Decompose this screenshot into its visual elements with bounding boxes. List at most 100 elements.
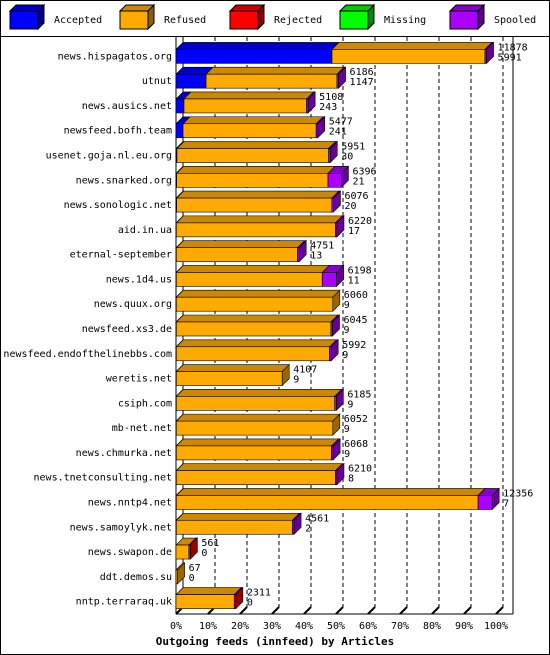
bar-label: 2311 xyxy=(247,588,271,599)
bar-top xyxy=(175,339,338,348)
bar-segment xyxy=(176,272,323,287)
legend-swatch xyxy=(229,10,259,30)
legend-label: Missing xyxy=(384,15,426,26)
bar-segment xyxy=(331,49,486,64)
bar-label: 6198 xyxy=(348,265,372,276)
y-tick-label: newsfeed.xs3.de xyxy=(82,324,172,335)
y-tick-label: news.chmurka.net xyxy=(76,448,172,459)
bar-side xyxy=(338,66,346,89)
y-tick-label: utnut xyxy=(142,76,172,87)
legend-swatch xyxy=(449,10,479,30)
y-tick-label: csiph.com xyxy=(118,398,172,409)
bar-label: 6076 xyxy=(344,191,368,202)
bar-top xyxy=(182,116,324,125)
bar-label: 6052 xyxy=(344,414,368,425)
bar-label: 0 xyxy=(189,573,195,584)
bar-label: 11878 xyxy=(498,42,528,53)
bar-segment xyxy=(176,396,336,411)
bar-label: 5951 xyxy=(341,142,365,153)
bar-label: 13 xyxy=(310,251,322,262)
y-tick-label: newsfeed.endofthelinebbs.com xyxy=(3,349,172,360)
bar-segment xyxy=(176,495,479,510)
bar-top xyxy=(183,91,315,100)
bar-segment xyxy=(175,123,184,139)
bar-segment xyxy=(176,321,332,337)
bar-top xyxy=(175,166,336,174)
bar-side xyxy=(190,537,198,560)
bar-label: 20 xyxy=(344,201,356,212)
bar-label: 5992 xyxy=(342,340,366,351)
y-tick-label: mb-net.net xyxy=(112,423,172,434)
bar-label: 9 xyxy=(344,424,350,435)
bar-label: 4561 xyxy=(305,513,329,524)
bar-label: 5477 xyxy=(329,117,353,128)
legend-label: Accepted xyxy=(54,15,102,26)
legend-swatch xyxy=(339,10,369,30)
bar-segment xyxy=(176,470,336,485)
y-tick-label: weretis.net xyxy=(106,374,172,385)
bar-segment xyxy=(477,495,493,510)
bar-label: 9 xyxy=(344,449,350,460)
x-tick xyxy=(271,606,280,615)
bar-side xyxy=(491,487,500,511)
bar-top xyxy=(175,42,340,50)
legend-label: Spooled xyxy=(494,15,536,26)
bar-label: 6185 xyxy=(347,389,371,400)
bar-top xyxy=(175,389,343,397)
bar-label: 11 xyxy=(348,275,360,286)
bar-label: 9 xyxy=(343,325,349,336)
y-tick-label: news.swapon.de xyxy=(88,547,172,558)
bar-top xyxy=(175,512,301,521)
bar-side xyxy=(307,91,316,114)
x-tick xyxy=(399,606,408,615)
y-tick-label: news.ausics.net xyxy=(82,101,172,112)
bar-top xyxy=(175,364,290,372)
bar-side xyxy=(330,339,339,362)
bar-segment xyxy=(176,173,329,188)
bar-label: 4751 xyxy=(310,241,334,252)
x-tick xyxy=(335,606,344,615)
x-tick-label: 40% xyxy=(295,621,313,632)
bar-segment xyxy=(175,544,190,560)
bar-top xyxy=(175,438,340,447)
bar-label: 241 xyxy=(329,127,347,138)
x-tick-label: 0% xyxy=(170,621,182,632)
y-tick-label: eternal-september xyxy=(70,250,172,261)
y-tick-label: usenet.goja.nl.eu.org xyxy=(46,151,172,162)
bar-label: 0 xyxy=(247,598,253,609)
bar-segment xyxy=(175,49,333,64)
bar-label: 17 xyxy=(348,226,360,237)
bar-top xyxy=(205,66,345,75)
bar-label: 6186 xyxy=(350,67,374,78)
bar-side xyxy=(235,586,244,610)
y-tick-label: news.hispagatos.org xyxy=(58,51,172,62)
x-tick-label: 70% xyxy=(391,621,409,632)
bar-label: 6068 xyxy=(344,439,368,450)
legend-swatch xyxy=(119,10,149,30)
legend-swatch xyxy=(9,10,39,30)
y-tick-label: newsfeed.bofh.team xyxy=(64,126,172,137)
bar-segment xyxy=(176,148,329,163)
bar-side xyxy=(332,413,341,436)
bar-top xyxy=(175,488,486,496)
bar-label: 6060 xyxy=(344,290,368,301)
y-tick-label: news.samoylyk.net xyxy=(70,522,172,533)
bar-segment xyxy=(176,420,334,436)
x-tick-label: 30% xyxy=(263,621,281,632)
bar-label: 9 xyxy=(342,350,348,361)
bar-segment xyxy=(321,272,337,287)
bar-label: 30 xyxy=(341,152,353,163)
y-tick-label: aid.in.ua xyxy=(118,225,172,236)
bar-segment xyxy=(183,98,307,114)
bar-side xyxy=(336,264,344,288)
bar-top xyxy=(331,42,493,50)
bar-label: 6396 xyxy=(352,166,376,177)
legend-label: Rejected xyxy=(274,15,322,26)
bar-top xyxy=(175,463,344,471)
bar-top xyxy=(175,215,344,224)
bar-top xyxy=(175,265,330,273)
bar-label: 0 xyxy=(201,548,207,559)
bar-top xyxy=(176,141,337,149)
bar-side xyxy=(293,512,302,535)
